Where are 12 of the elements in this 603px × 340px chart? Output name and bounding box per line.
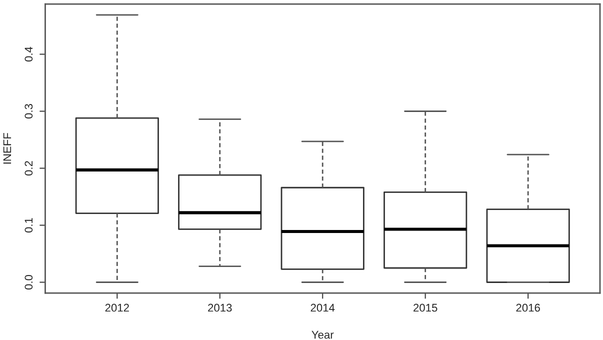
- x-tick-label: 2013: [208, 304, 232, 312]
- y-axis-title: INEFF: [3, 132, 12, 164]
- x-axis-title: Year: [312, 330, 334, 339]
- y-tick-label: 0.4: [24, 46, 33, 62]
- x-tick-label: 2016: [516, 304, 540, 312]
- y-tick-label: 0.3: [24, 104, 33, 119]
- x-tick-label: 2015: [414, 304, 438, 312]
- x-tick-label: 2014: [310, 304, 335, 312]
- y-tick-label: 0.0: [24, 274, 33, 290]
- y-tick-label: 0.1: [24, 218, 33, 233]
- x-tick-label: 2012: [105, 304, 129, 312]
- y-tick-label: 0.2: [24, 161, 33, 176]
